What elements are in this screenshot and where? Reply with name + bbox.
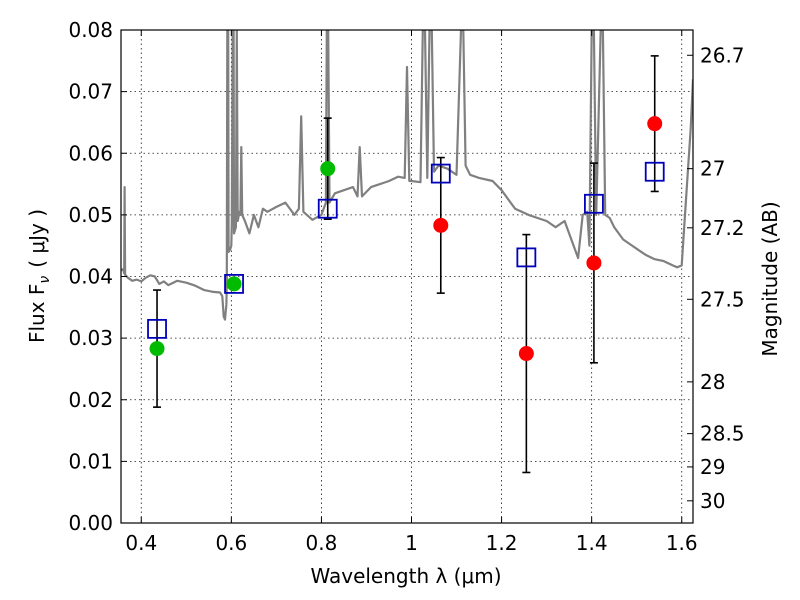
ticks: 0.4 0.6 0.8 1 1.2 1.4 1.6 0.00 0.01 0.02 0.03 0.04 0… bbox=[68, 18, 744, 555]
x-tick-label: 0.4 bbox=[125, 531, 157, 555]
x-tick-label: 1 bbox=[405, 531, 418, 555]
y-axis-label-main: Flux F bbox=[25, 284, 49, 343]
detection-point bbox=[226, 276, 242, 292]
y-tick-label: 0.06 bbox=[68, 141, 113, 165]
y2-axis-label: Magnitude (AB) bbox=[758, 201, 782, 356]
y-axis-label-unit: ( μJy ) bbox=[25, 209, 49, 268]
detection-point bbox=[320, 161, 336, 177]
x-tick-label: 0.8 bbox=[306, 531, 338, 555]
low-sn-point bbox=[433, 217, 449, 233]
low-sn-point bbox=[586, 255, 602, 271]
x-tick-label: 1.6 bbox=[666, 531, 698, 555]
y-tick-label: 0.07 bbox=[68, 80, 113, 104]
model-band-square bbox=[317, 198, 338, 219]
detection-point bbox=[149, 341, 165, 357]
y2-tick-label: 28.5 bbox=[700, 422, 745, 446]
x-tick-label: 1.2 bbox=[486, 531, 518, 555]
low-sn-point bbox=[647, 116, 663, 132]
y-tick-label: 0.05 bbox=[68, 203, 113, 227]
y2-tick-label: 28 bbox=[700, 370, 725, 394]
x-tick-label: 1.4 bbox=[576, 531, 608, 555]
y-tick-label: 0.04 bbox=[68, 265, 113, 289]
model-band-square bbox=[644, 161, 665, 182]
model-band-square bbox=[584, 193, 604, 214]
grid bbox=[121, 29, 693, 524]
y-tick-label: 0.03 bbox=[68, 326, 113, 350]
y2-tick-label: 27.5 bbox=[700, 287, 745, 311]
x-axis-label: Wavelength λ (μm) bbox=[310, 564, 501, 588]
y-tick-label: 0.00 bbox=[68, 511, 113, 535]
model-band-square bbox=[516, 247, 537, 268]
model-band-square bbox=[430, 163, 451, 184]
y2-tick-label: 27 bbox=[700, 157, 725, 181]
y2-tick-label: 27.2 bbox=[700, 216, 745, 240]
plot-area bbox=[121, 30, 693, 474]
x-tick-label: 0.6 bbox=[215, 531, 247, 555]
low-sn-point bbox=[518, 346, 534, 362]
y-tick-label: 0.01 bbox=[68, 449, 113, 473]
y-axis-label-subscript: ν bbox=[37, 276, 53, 284]
y-axis-label: Flux Fν ( μJy ) bbox=[25, 209, 53, 343]
y2-tick-label: 26.7 bbox=[700, 43, 745, 67]
y2-tick-label: 29 bbox=[700, 455, 725, 479]
y2-tick-label: 30 bbox=[700, 489, 725, 513]
model-band-square bbox=[224, 273, 244, 294]
y-tick-label: 0.08 bbox=[68, 18, 113, 42]
y-tick-label: 0.02 bbox=[68, 388, 113, 412]
model-band-square bbox=[147, 318, 167, 339]
model-spectrum-line bbox=[121, 30, 693, 321]
